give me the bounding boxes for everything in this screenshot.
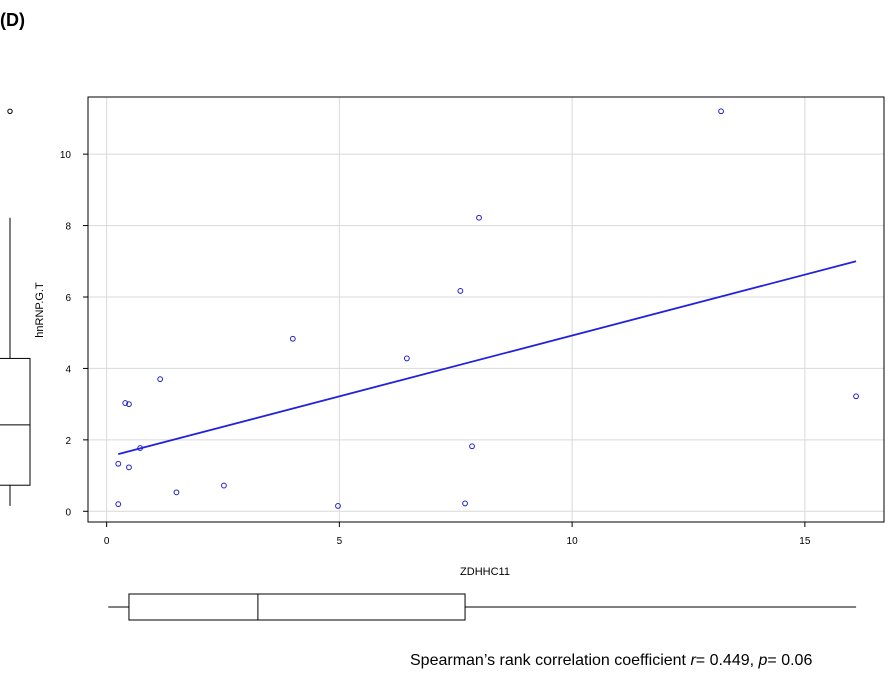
y-box xyxy=(0,357,31,486)
y-tick-label: 0 xyxy=(65,507,71,518)
data-point xyxy=(157,376,164,383)
y-tick-label: 4 xyxy=(65,364,71,375)
fit-line-group xyxy=(118,260,857,456)
data-points xyxy=(115,108,859,509)
fit-line xyxy=(118,260,857,456)
data-point xyxy=(289,335,296,342)
data-point xyxy=(173,489,180,496)
x-tick-label: 15 xyxy=(799,536,811,547)
scatter-chart: 0 5 10 15 0 2 4 6 8 10 ZDHHC11 hnRNP.G.T xyxy=(0,96,885,621)
plot-frame xyxy=(87,96,885,523)
y-boxplot xyxy=(0,108,31,506)
data-point xyxy=(335,503,341,509)
data-point xyxy=(122,400,129,406)
x-box xyxy=(128,593,466,621)
caption-p-value: = 0.06 xyxy=(767,652,813,669)
x-boxplot xyxy=(108,593,857,621)
y-tick-label: 2 xyxy=(65,436,71,447)
data-point xyxy=(137,445,144,451)
caption-prefix: Spearman’s rank correlation coefficient xyxy=(410,652,691,669)
caption-r-symbol: r xyxy=(690,652,696,669)
grid-lines xyxy=(88,97,884,522)
data-point xyxy=(718,108,724,115)
data-point xyxy=(126,464,132,471)
caption-p-symbol: p xyxy=(758,652,768,669)
data-point xyxy=(462,500,468,507)
data-point xyxy=(221,482,227,489)
axis-ticks: 0 5 10 15 0 2 4 6 8 10 xyxy=(60,150,811,547)
data-point xyxy=(853,393,859,400)
data-point xyxy=(457,288,464,294)
caption-r-value: = 0.449, xyxy=(695,652,759,669)
y-axis-label: hnRNP.G.T xyxy=(34,282,46,338)
data-point xyxy=(126,401,132,408)
x-tick-label: 5 xyxy=(337,536,343,547)
y-tick-label: 8 xyxy=(65,222,71,233)
data-point xyxy=(403,355,410,362)
x-axis-label: ZDHHC11 xyxy=(460,566,510,578)
y-box-outlier xyxy=(7,108,13,114)
y-tick-label: 10 xyxy=(60,150,72,161)
data-point xyxy=(469,443,475,450)
data-point xyxy=(115,460,122,467)
stat-caption: Spearman’s rank correlation coefficient … xyxy=(410,652,812,670)
x-tick-label: 0 xyxy=(104,536,110,547)
x-tick-label: 10 xyxy=(567,536,579,547)
y-tick-label: 6 xyxy=(65,293,71,304)
data-point xyxy=(476,214,482,221)
panel-label: (D) xyxy=(0,10,25,30)
data-point xyxy=(115,501,122,508)
